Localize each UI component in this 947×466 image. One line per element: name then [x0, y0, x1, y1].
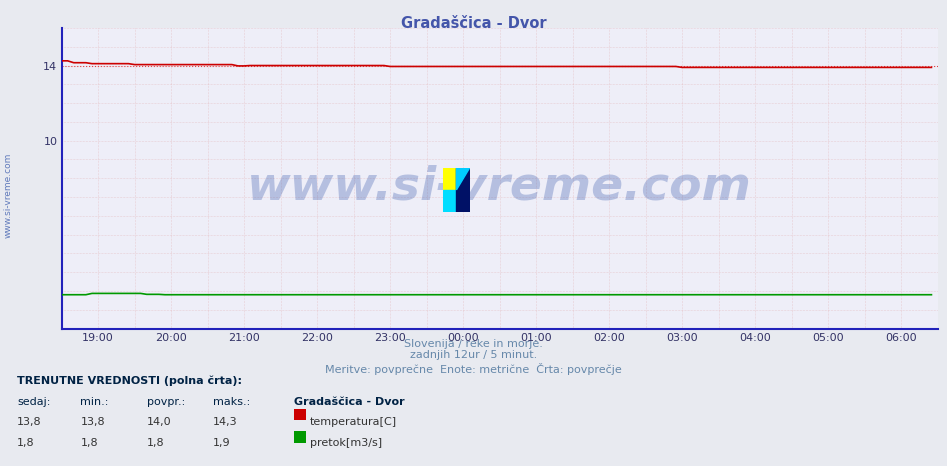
Text: www.si-vreme.com: www.si-vreme.com [4, 153, 13, 239]
Text: Meritve: povprečne  Enote: metrične  Črta: povprečje: Meritve: povprečne Enote: metrične Črta:… [325, 363, 622, 375]
Text: 14,0: 14,0 [147, 417, 171, 427]
Text: 13,8: 13,8 [80, 417, 105, 427]
Text: 1,8: 1,8 [80, 438, 98, 448]
Text: sedaj:: sedaj: [17, 397, 50, 407]
Bar [443, 190, 456, 212]
Text: 14,3: 14,3 [213, 417, 238, 427]
Text: www.si-vreme.com: www.si-vreme.com [247, 165, 752, 210]
Polygon shape [456, 168, 470, 212]
Text: 1,8: 1,8 [147, 438, 165, 448]
Text: temperatura[C]: temperatura[C] [310, 417, 397, 427]
Text: TRENUTNE VREDNOSTI (polna črta):: TRENUTNE VREDNOSTI (polna črta): [17, 375, 242, 386]
Text: pretok[m3/s]: pretok[m3/s] [310, 438, 382, 448]
Text: Slovenija / reke in morje.: Slovenija / reke in morje. [404, 339, 543, 349]
Text: 1,9: 1,9 [213, 438, 231, 448]
Bar [443, 168, 456, 190]
Text: zadnjih 12ur / 5 minut.: zadnjih 12ur / 5 minut. [410, 350, 537, 360]
Text: povpr.:: povpr.: [147, 397, 185, 407]
Text: Gradaščica - Dvor: Gradaščica - Dvor [294, 397, 404, 407]
Text: maks.:: maks.: [213, 397, 250, 407]
Text: min.:: min.: [80, 397, 109, 407]
Text: 13,8: 13,8 [17, 417, 42, 427]
Text: Gradaščica - Dvor: Gradaščica - Dvor [401, 16, 546, 31]
Text: 1,8: 1,8 [17, 438, 35, 448]
Polygon shape [456, 168, 470, 190]
